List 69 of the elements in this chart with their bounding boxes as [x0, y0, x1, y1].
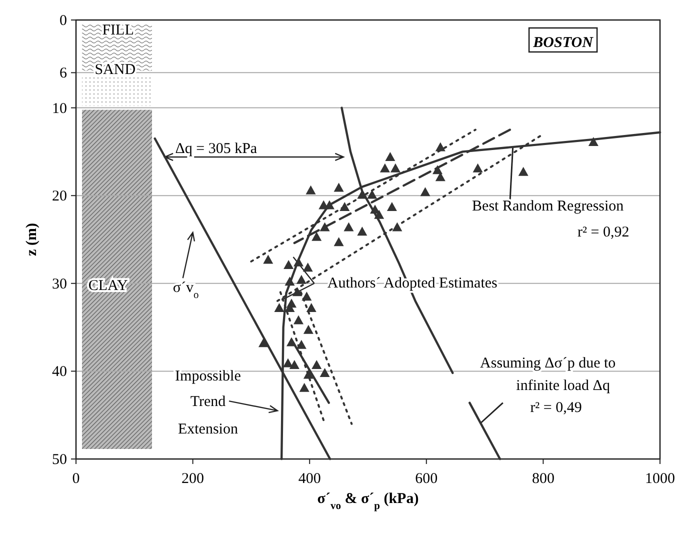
x-tick-label: 200	[182, 471, 204, 487]
point	[420, 187, 430, 196]
point	[386, 202, 397, 212]
point	[324, 200, 334, 210]
annotation: CLAY	[88, 278, 128, 294]
point	[472, 163, 483, 172]
annotation: infinite load Δq	[516, 378, 610, 394]
annotation: Trend	[190, 394, 226, 410]
y-tick-label: 40	[52, 364, 67, 380]
point	[306, 302, 316, 312]
point	[263, 254, 274, 264]
point	[320, 222, 330, 232]
x-tick-label: 600	[415, 471, 438, 487]
x-tick-label: 800	[532, 471, 554, 487]
point	[299, 382, 310, 392]
annotation: Best Random Regression	[472, 198, 624, 214]
point	[302, 262, 313, 272]
point	[294, 257, 304, 266]
annotation: SAND	[94, 62, 136, 78]
x-tick-label: 0	[72, 471, 80, 487]
point	[392, 222, 402, 232]
y-tick-label: 30	[52, 276, 67, 292]
point	[390, 163, 400, 172]
point	[340, 202, 350, 212]
point	[380, 163, 390, 172]
point	[385, 152, 396, 161]
annotation: Impossible	[175, 368, 242, 385]
annotation: Assuming Δσ´p due to	[480, 355, 616, 372]
annotation: BOSTON	[532, 34, 594, 51]
point	[367, 190, 378, 199]
point	[303, 324, 314, 334]
point	[274, 302, 284, 312]
annotation: r² = 0,49	[530, 400, 582, 416]
point	[588, 137, 598, 146]
x-tick-label: 400	[298, 471, 321, 487]
y-tick-label: 0	[60, 13, 67, 29]
point	[320, 368, 330, 377]
point	[258, 338, 268, 348]
point	[303, 370, 314, 379]
point	[344, 222, 354, 232]
point	[306, 185, 316, 194]
x-tick-label: 1000	[645, 471, 675, 487]
point	[334, 237, 344, 246]
annotation: Δq = 305 kPa	[175, 141, 258, 158]
y-tick-label: 50	[52, 452, 67, 468]
point	[432, 165, 442, 174]
point	[284, 260, 294, 269]
point	[296, 340, 306, 349]
y-tick-label: 6	[60, 66, 68, 82]
point	[294, 315, 304, 324]
y-tick-label: 20	[52, 188, 67, 205]
point	[357, 226, 368, 236]
annotation: Extension	[178, 421, 238, 438]
y-tick-label: 10	[52, 100, 67, 117]
point	[435, 142, 446, 152]
point	[312, 360, 322, 370]
y-axis-title: z (m)	[24, 223, 40, 256]
annotation: σ´v$_{o}$	[172, 280, 199, 300]
point	[334, 182, 344, 192]
point	[282, 358, 293, 368]
point	[296, 274, 306, 284]
annotation: FILL	[102, 22, 134, 39]
point	[374, 210, 384, 219]
point	[286, 337, 296, 346]
x-axis-title: σ´$_{vo}$ & σ´$_{p}$ (kPa)	[317, 491, 419, 512]
point	[289, 360, 300, 370]
point	[518, 166, 528, 176]
annotation: r² = 0,92	[578, 224, 630, 241]
point	[312, 232, 322, 241]
